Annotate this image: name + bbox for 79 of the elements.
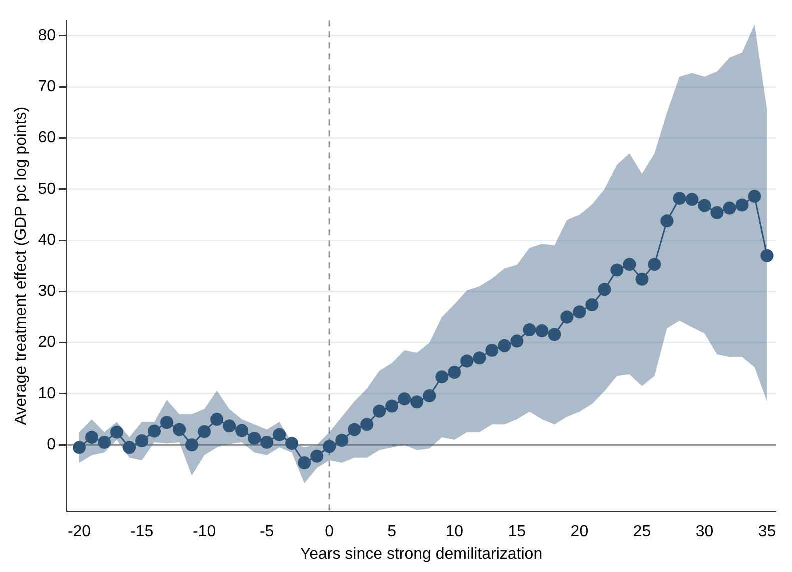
point xyxy=(198,425,212,438)
point xyxy=(360,418,374,432)
y-tick-label: 30 xyxy=(38,283,56,300)
x-tick-label: -15 xyxy=(130,524,154,541)
y-tick-label: 50 xyxy=(38,180,56,198)
point xyxy=(623,258,636,272)
point xyxy=(736,198,749,212)
point xyxy=(548,328,562,342)
point xyxy=(523,324,536,337)
point xyxy=(173,423,186,436)
point xyxy=(298,456,312,470)
point xyxy=(310,450,324,463)
point xyxy=(348,423,362,436)
point xyxy=(573,306,586,319)
point xyxy=(448,366,462,379)
point xyxy=(336,434,349,448)
x-tick-label: 5 xyxy=(388,524,397,541)
point xyxy=(698,199,712,212)
x-tick-label: -5 xyxy=(260,524,274,541)
point xyxy=(486,344,499,357)
point xyxy=(673,192,686,206)
point xyxy=(273,428,286,442)
x-tick-label: -20 xyxy=(68,524,92,541)
point xyxy=(160,416,174,430)
x-tick-label: 30 xyxy=(696,524,714,541)
x-tick-label: 25 xyxy=(633,524,652,541)
x-tick-label: 35 xyxy=(758,524,776,541)
point xyxy=(510,334,524,348)
x-tick-label: 10 xyxy=(446,524,464,541)
point xyxy=(723,202,736,215)
point xyxy=(148,424,162,438)
y-tick-label: 0 xyxy=(47,436,56,454)
point xyxy=(323,440,336,454)
point xyxy=(210,413,224,426)
point xyxy=(86,430,99,444)
point xyxy=(586,298,599,312)
point xyxy=(260,436,274,450)
x-axis-title: Years since strong demilitarization xyxy=(300,546,543,563)
y-tick-label: 60 xyxy=(38,130,56,147)
point xyxy=(286,437,299,450)
point xyxy=(236,424,249,438)
y-tick-label: 10 xyxy=(38,385,56,402)
point xyxy=(498,339,512,352)
point xyxy=(536,324,549,338)
point xyxy=(423,390,436,403)
point xyxy=(686,193,699,206)
point xyxy=(748,190,762,204)
y-tick-label: 80 xyxy=(38,27,56,44)
point xyxy=(136,434,149,448)
point xyxy=(598,283,612,296)
x-tick-label: 0 xyxy=(325,524,334,541)
point xyxy=(110,426,124,439)
y-tick-label: 20 xyxy=(38,334,56,352)
point xyxy=(660,214,674,228)
point xyxy=(398,392,412,406)
point xyxy=(760,249,774,262)
x-tick-label: -10 xyxy=(192,524,216,541)
y-axis-title: Average treatment effect (GDP pc log points) xyxy=(13,106,30,426)
point xyxy=(636,272,649,286)
point xyxy=(223,420,236,433)
point xyxy=(98,436,112,450)
x-tick-label: 15 xyxy=(508,524,526,541)
y-tick-label: 40 xyxy=(38,232,56,249)
point xyxy=(123,441,136,454)
point xyxy=(610,264,624,277)
point xyxy=(710,206,724,220)
y-tick-label: 70 xyxy=(38,78,56,96)
point xyxy=(560,310,574,324)
point xyxy=(386,400,399,413)
x-tick-label: 20 xyxy=(570,524,589,541)
point xyxy=(248,432,262,445)
point xyxy=(186,438,199,452)
point xyxy=(73,441,86,454)
point xyxy=(436,370,449,384)
point xyxy=(473,352,486,365)
point xyxy=(648,258,662,272)
point xyxy=(460,354,474,368)
point xyxy=(373,404,386,418)
point xyxy=(410,396,424,409)
